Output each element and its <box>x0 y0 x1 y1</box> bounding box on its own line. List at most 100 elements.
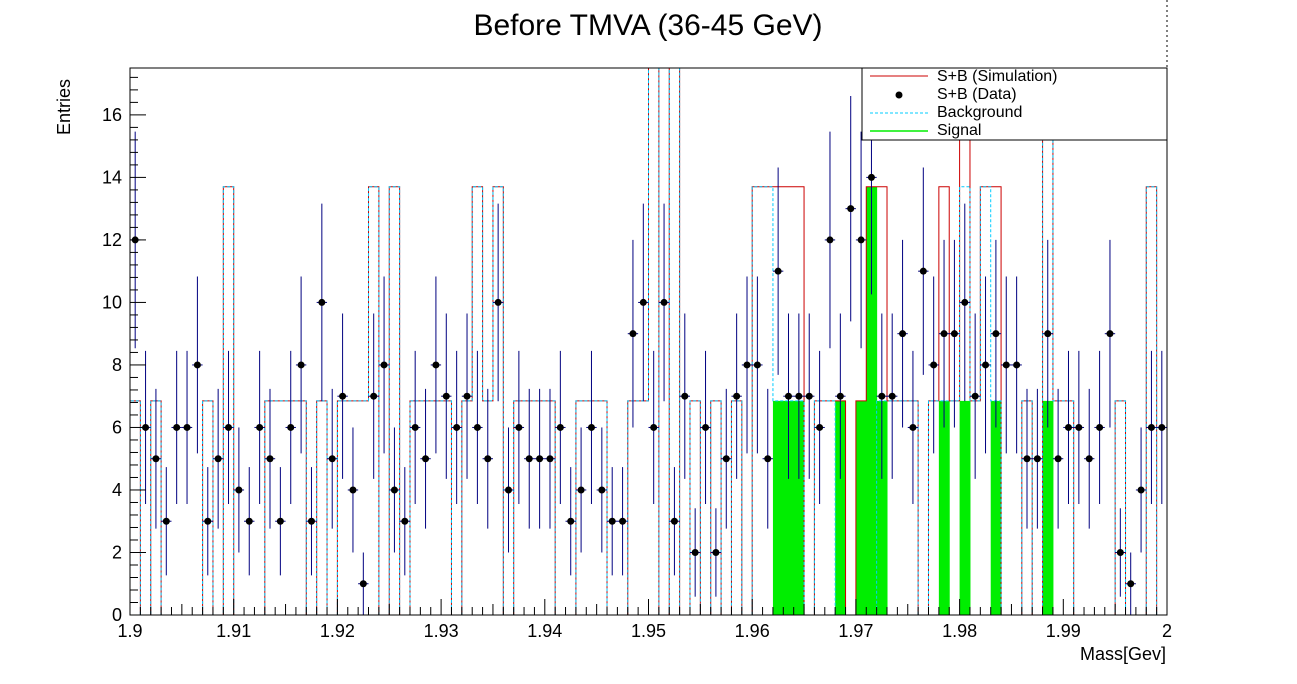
data-point <box>173 423 181 431</box>
data-point <box>992 330 1000 338</box>
signal-bar <box>1042 400 1054 615</box>
signal-bar <box>855 400 867 615</box>
data-point <box>940 330 948 338</box>
x-tick-label: 1.9 <box>117 621 142 641</box>
data-point <box>401 517 409 525</box>
y-tick-label: 12 <box>102 230 122 250</box>
data-points <box>130 68 1167 615</box>
data-point <box>1085 455 1093 463</box>
data-point <box>266 455 274 463</box>
data-point <box>712 548 720 556</box>
y-tick-label: 4 <box>112 480 122 500</box>
data-point <box>733 392 741 400</box>
chart-title: Before TMVA (36-45 GeV) <box>473 9 822 42</box>
data-point <box>328 455 336 463</box>
data-point <box>1013 361 1021 369</box>
data-point <box>650 423 658 431</box>
data-point <box>1075 423 1083 431</box>
data-point <box>1116 548 1124 556</box>
data-point <box>515 423 523 431</box>
y-tick-label: 8 <box>112 355 122 375</box>
legend-background-label: Background <box>937 104 1022 121</box>
data-point <box>473 423 481 431</box>
y-tick-label: 0 <box>112 605 122 625</box>
data-point <box>961 298 969 306</box>
data-point <box>930 361 938 369</box>
data-point <box>567 517 575 525</box>
axes: 1.9 1.91 1.92 1.93 1.94 1.95 1.96 1.97 1.98 1.99 2… <box>102 67 1172 641</box>
data-point <box>1002 361 1010 369</box>
data-point <box>204 517 212 525</box>
data-point <box>505 486 513 494</box>
data-point <box>670 517 678 525</box>
x-tick-label: 1.92 <box>320 621 355 641</box>
data-point <box>899 330 907 338</box>
data-point <box>484 455 492 463</box>
data-point <box>764 455 772 463</box>
legend: S+B (Simulation) S+B (Data) Background S… <box>861 67 1168 141</box>
data-point <box>867 173 875 181</box>
data-point <box>1054 455 1062 463</box>
data-point <box>847 205 855 213</box>
data-point <box>888 392 896 400</box>
data-point <box>691 548 699 556</box>
data-point <box>753 361 761 369</box>
data-point <box>546 455 554 463</box>
data-point <box>629 330 637 338</box>
data-point <box>816 423 824 431</box>
data-point <box>1106 330 1114 338</box>
y-tick-label: 16 <box>102 105 122 125</box>
data-point <box>608 517 616 525</box>
data-point <box>1064 423 1072 431</box>
x-tick-label: 1.98 <box>942 621 977 641</box>
data-point <box>256 423 264 431</box>
data-point <box>494 298 502 306</box>
signal-histogram <box>772 186 1054 615</box>
signal-bar <box>938 400 950 615</box>
y-tick-label: 10 <box>102 292 122 312</box>
x-tick-label: 1.96 <box>735 621 770 641</box>
data-point <box>681 392 689 400</box>
signal-bar <box>835 400 847 615</box>
data-point <box>836 392 844 400</box>
y-axis-label: Entries <box>54 79 74 135</box>
data-point <box>556 423 564 431</box>
data-point <box>297 361 305 369</box>
x-tick-label: 1.95 <box>631 621 666 641</box>
data-point <box>276 517 284 525</box>
data-point <box>587 423 595 431</box>
data-point <box>370 392 378 400</box>
data-point <box>950 330 958 338</box>
data-point <box>795 392 803 400</box>
data-point <box>1023 455 1031 463</box>
x-tick-label: 1.99 <box>1046 621 1081 641</box>
data-point <box>245 517 253 525</box>
data-point <box>702 423 710 431</box>
legend-simulation-label: S+B (Simulation) <box>937 68 1058 85</box>
data-point <box>598 486 606 494</box>
data-point <box>982 361 990 369</box>
data-point <box>826 236 834 244</box>
data-point <box>183 423 191 431</box>
data-point <box>359 580 367 588</box>
data-point <box>380 361 388 369</box>
x-tick-label: 2 <box>1162 621 1172 641</box>
data-point <box>318 298 326 306</box>
signal-bar <box>772 400 784 615</box>
data-point <box>971 392 979 400</box>
data-point <box>432 361 440 369</box>
data-point <box>577 486 585 494</box>
y-tick-label: 2 <box>112 542 122 562</box>
x-tick-label: 1.91 <box>216 621 251 641</box>
data-point <box>1147 423 1155 431</box>
data-point <box>536 455 544 463</box>
signal-bar <box>866 186 878 615</box>
data-point <box>422 455 430 463</box>
data-point <box>339 392 347 400</box>
data-point <box>1096 423 1104 431</box>
data-point <box>287 423 295 431</box>
data-point <box>660 298 668 306</box>
data-point <box>1033 455 1041 463</box>
data-point <box>857 236 865 244</box>
